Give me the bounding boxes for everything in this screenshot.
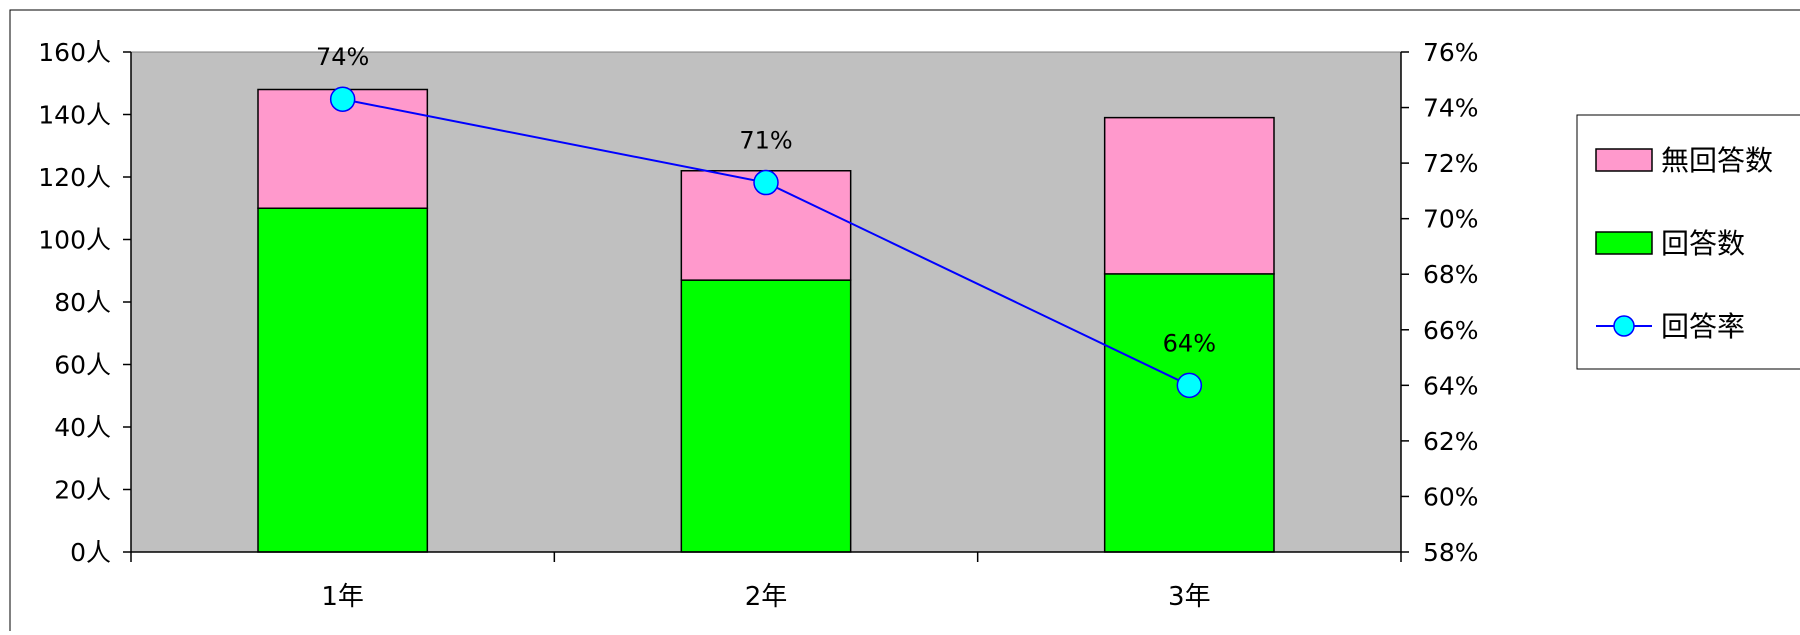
x-axis-tick-label: 2年 bbox=[745, 582, 788, 612]
rate-point bbox=[331, 87, 355, 111]
right-axis-tick-label: 60% bbox=[1423, 482, 1479, 511]
left-axis-tick-label: 120人 bbox=[38, 163, 111, 192]
legend-swatch bbox=[1596, 232, 1652, 254]
right-axis-tick-label: 74% bbox=[1423, 94, 1479, 123]
left-axis-tick-label: 80人 bbox=[54, 288, 111, 317]
right-axis-tick-label: 72% bbox=[1423, 149, 1479, 178]
rate-point bbox=[754, 171, 778, 195]
bar-answered bbox=[1105, 274, 1274, 552]
legend-label: 回答数 bbox=[1661, 227, 1745, 260]
bar-answered bbox=[258, 208, 427, 552]
legend-label: 回答率 bbox=[1661, 310, 1745, 343]
rate-point bbox=[1177, 373, 1201, 397]
legend-marker bbox=[1614, 316, 1634, 336]
right-axis-tick-label: 70% bbox=[1423, 205, 1479, 234]
bar-answered bbox=[681, 280, 850, 552]
left-axis-tick-label: 40人 bbox=[54, 413, 111, 442]
left-axis-tick-label: 0人 bbox=[70, 538, 111, 567]
x-axis-tick-label: 1年 bbox=[321, 582, 364, 612]
right-axis-tick-label: 68% bbox=[1423, 260, 1479, 289]
bar-unanswered bbox=[1105, 118, 1274, 274]
right-axis-tick-label: 76% bbox=[1423, 38, 1479, 67]
right-axis-tick-label: 64% bbox=[1423, 371, 1479, 400]
rate-data-label: 74% bbox=[316, 43, 369, 71]
left-axis-tick-label: 100人 bbox=[38, 226, 111, 255]
rate-data-label: 64% bbox=[1163, 329, 1216, 357]
right-axis-tick-label: 66% bbox=[1423, 316, 1479, 345]
legend-label: 無回答数 bbox=[1661, 144, 1773, 177]
x-axis-tick-label: 3年 bbox=[1168, 582, 1211, 612]
left-axis-tick-label: 160人 bbox=[38, 38, 111, 67]
legend-swatch bbox=[1596, 149, 1652, 171]
left-axis-tick-label: 20人 bbox=[54, 476, 111, 505]
right-axis-tick-label: 58% bbox=[1423, 538, 1479, 567]
left-axis-tick-label: 140人 bbox=[38, 101, 111, 130]
right-axis-tick-label: 62% bbox=[1423, 427, 1479, 456]
left-axis-tick-label: 60人 bbox=[54, 351, 111, 380]
rate-data-label: 71% bbox=[739, 127, 792, 155]
